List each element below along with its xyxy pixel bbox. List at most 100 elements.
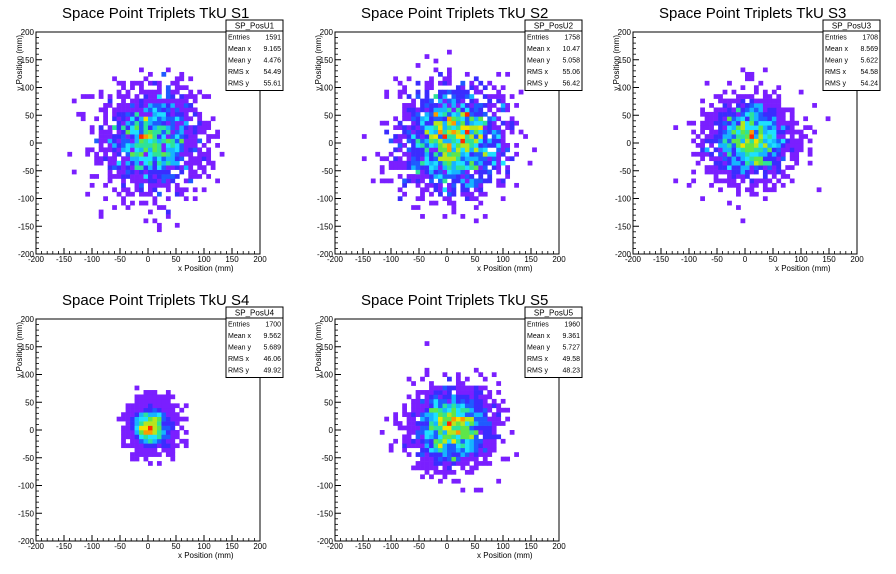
histogram-bin (442, 434, 448, 440)
histogram-bin (451, 182, 457, 188)
histogram-bin (429, 80, 434, 86)
histogram-bin (433, 143, 439, 148)
histogram-bin (197, 116, 203, 122)
histogram-bin (156, 94, 162, 99)
stats-value: 54.24 (860, 81, 878, 88)
histogram-bin (469, 465, 475, 471)
stats-label: RMS x (228, 69, 250, 76)
histogram-bin (125, 120, 131, 126)
y-tick-label: -150 (317, 509, 334, 518)
histogram-bin (709, 151, 714, 157)
stats-box-frame (822, 19, 881, 91)
histogram-bin (161, 425, 167, 431)
histogram-bin (197, 156, 203, 162)
histogram-bin (125, 205, 131, 210)
histogram-bin (134, 438, 140, 444)
histogram-bin (98, 214, 104, 219)
histogram-bin (478, 191, 484, 197)
histogram-bin (438, 134, 443, 139)
histogram-bin (704, 169, 710, 175)
histogram-bin (740, 160, 746, 166)
histogram-bin (709, 143, 714, 148)
histogram-bin (447, 138, 452, 144)
histogram-bin (438, 390, 443, 395)
histogram-bin (469, 138, 475, 144)
histogram-bin (478, 138, 484, 144)
histogram-bin (420, 165, 425, 170)
histogram-panel-4: Space Point Triplets TkU S4-200 -150 -100-… (15, 292, 284, 560)
histogram-bin (727, 134, 732, 139)
histogram-bin (807, 138, 813, 144)
histogram-bin (107, 94, 113, 99)
histogram-bin (125, 160, 131, 166)
histogram-bin (447, 434, 452, 440)
histogram-bin (174, 89, 180, 95)
histogram-bin (206, 125, 212, 130)
x-tick-label: -50 (413, 255, 425, 264)
histogram-bin (192, 107, 198, 113)
histogram-bin (420, 452, 425, 457)
histogram-bin (496, 143, 502, 148)
histogram-bin (388, 138, 394, 144)
histogram-bin (718, 94, 723, 99)
histogram-bin (709, 120, 714, 126)
histogram-bin (767, 98, 773, 104)
x-tick-label: 0 (146, 255, 151, 264)
histogram-bin (130, 147, 135, 153)
histogram-bin (183, 416, 189, 422)
histogram-bin (424, 174, 430, 179)
histogram-bin (451, 178, 457, 184)
histogram-bin (148, 394, 153, 400)
histogram-bin (170, 116, 176, 122)
histogram-bin (749, 71, 755, 77)
histogram-bin (402, 103, 407, 108)
histogram-bin (753, 165, 759, 170)
y-axis-label: y Position (mm) (15, 322, 24, 378)
histogram-bin (433, 407, 439, 413)
histogram-bin (134, 394, 140, 400)
histogram-bin (429, 425, 434, 431)
histogram-bin (691, 151, 697, 157)
histogram-bin (165, 169, 171, 175)
histogram-bin (174, 165, 180, 170)
histogram-bin (143, 456, 149, 462)
histogram-bin (139, 67, 144, 73)
histogram-bin (143, 94, 149, 99)
histogram-bin (165, 94, 171, 99)
histogram-bin (121, 174, 126, 179)
histogram-bin (447, 182, 452, 188)
histogram-bin (201, 143, 207, 148)
histogram-bin (464, 160, 470, 166)
histogram-bin (188, 178, 194, 184)
histogram-bin (776, 116, 782, 122)
histogram-bin (156, 434, 162, 440)
histogram-bin (121, 107, 126, 113)
histogram-bin (695, 160, 701, 166)
histogram-bin (424, 456, 430, 462)
histogram-bin (424, 138, 430, 144)
histogram-bin (397, 196, 403, 202)
histogram-bin (771, 187, 777, 193)
histogram-bin (411, 103, 416, 108)
histogram-bin (98, 156, 104, 162)
histogram-bin (709, 182, 714, 188)
histogram-bin (700, 138, 705, 144)
histogram-bin (745, 187, 750, 193)
histogram-bin (438, 430, 443, 435)
histogram-bin (411, 425, 416, 431)
histogram-bin (447, 465, 452, 471)
histogram-bin (411, 147, 416, 153)
x-tick-label: -50 (413, 542, 425, 551)
histogram-bin (496, 71, 502, 77)
histogram-bin (500, 196, 506, 202)
histogram-bin (116, 151, 122, 157)
histogram-bin (429, 125, 434, 130)
histogram-bin (727, 147, 732, 153)
histogram-bin (183, 134, 189, 139)
histogram-bin (121, 85, 126, 91)
histogram-bin (397, 134, 403, 139)
histogram-bin (482, 165, 488, 170)
histogram-bin (464, 187, 470, 193)
histogram-bin (415, 143, 421, 148)
histogram-bin (740, 169, 746, 175)
